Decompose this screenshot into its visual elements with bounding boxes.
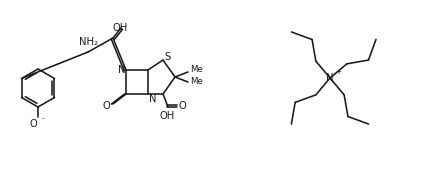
- Text: N: N: [326, 73, 333, 83]
- Text: ⁻: ⁻: [40, 115, 44, 124]
- Text: Me: Me: [190, 78, 203, 87]
- Text: NH₂: NH₂: [79, 37, 98, 47]
- Text: N: N: [149, 94, 157, 104]
- Text: Me: Me: [190, 65, 203, 74]
- Text: O: O: [102, 101, 110, 111]
- Text: +: +: [334, 69, 340, 75]
- Text: O: O: [29, 119, 37, 129]
- Text: OH: OH: [159, 111, 174, 121]
- Text: OH: OH: [112, 23, 127, 33]
- Text: O: O: [178, 101, 185, 111]
- Text: N: N: [118, 65, 126, 75]
- Text: S: S: [165, 52, 171, 62]
